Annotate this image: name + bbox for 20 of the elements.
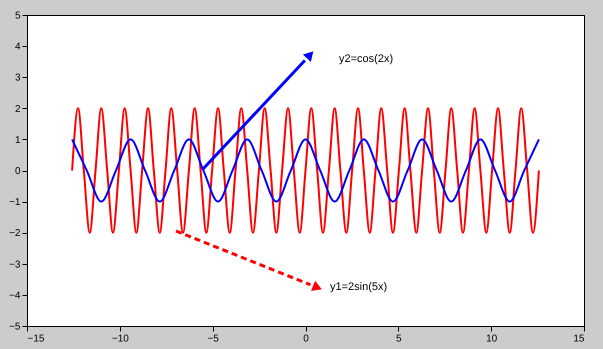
y-tick-label: 0 bbox=[14, 166, 21, 177]
annotation: y2=cos(2x) bbox=[339, 53, 394, 65]
x-tick-label: −5 bbox=[207, 334, 220, 344]
y-tick-label: −1 bbox=[9, 197, 21, 208]
y-tick-label: −3 bbox=[9, 259, 21, 270]
x-tick-label: 10 bbox=[486, 334, 498, 344]
y-tick-label: 1 bbox=[14, 134, 21, 146]
y-tick-label: 5 bbox=[14, 10, 21, 22]
x-tick-label: −15 bbox=[28, 334, 45, 344]
x-tick-label: 15 bbox=[573, 334, 585, 344]
x-tick-label: −10 bbox=[112, 334, 130, 344]
annotation: y1=2sin(5x) bbox=[330, 281, 388, 293]
y-tick-label: 3 bbox=[14, 72, 21, 84]
y-tick-label: −2 bbox=[9, 228, 21, 240]
y-tick-label: 2 bbox=[14, 104, 21, 115]
y-tick-label: −4 bbox=[9, 290, 21, 302]
x-tick-label: 5 bbox=[396, 334, 402, 344]
y-tick-label: −5 bbox=[9, 322, 21, 332]
y-tick-label: 4 bbox=[14, 42, 21, 53]
x-tick-label: 0 bbox=[303, 334, 310, 344]
